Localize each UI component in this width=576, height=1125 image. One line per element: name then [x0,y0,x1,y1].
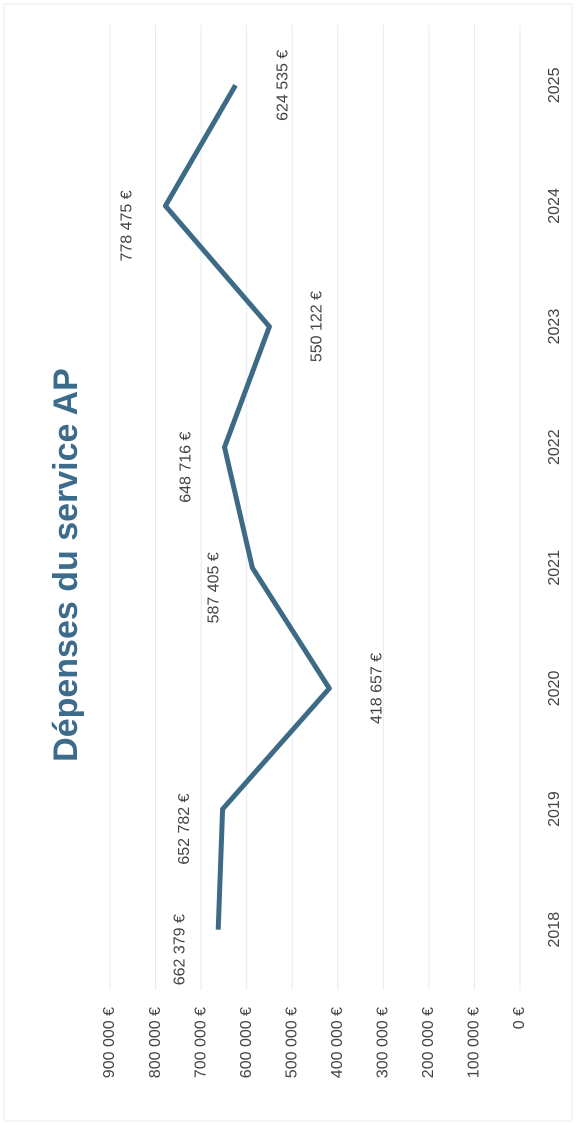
frame [3,3,573,1122]
y-tick-label: 400 000 € [329,1007,346,1078]
y-tick-label: 500 000 € [283,1007,300,1078]
x-tick-label: 2019 [546,791,563,827]
y-tick-label: 0 € [511,1007,528,1029]
data-label: 648 716 € [178,432,195,503]
x-tick-label: 2021 [546,550,563,586]
rotated-chart: Dépenses du service AP 0 € 100 000 € 200 0… [47,25,563,1078]
x-tick-label: 2023 [546,309,563,345]
y-tick-label: 800 000 € [147,1007,164,1078]
x-tick-label: 2018 [546,912,563,948]
data-label: 778 475 € [119,190,136,261]
data-label: 587 405 € [206,552,223,623]
x-tick-label: 2024 [546,188,563,224]
data-label: 418 657 € [368,653,385,724]
data-label: 550 122 € [309,291,326,362]
chart-title: Dépenses du service AP [47,368,85,762]
data-label: 624 535 € [275,50,292,121]
x-tick-label: 2025 [546,67,563,103]
y-tick-label: 700 000 € [192,1007,209,1078]
x-tick-label: 2020 [546,671,563,707]
y-tick-label: 100 000 € [466,1007,483,1078]
y-tick-label: 300 000 € [375,1007,392,1078]
line [162,84,332,930]
y-tick-label: 600 000 € [238,1007,255,1078]
y-tick-label: 200 000 € [420,1007,437,1078]
y-tick-label: 900 000 € [101,1007,118,1078]
data-label: 662 379 € [171,914,188,985]
x-tick-label: 2022 [546,429,563,465]
data-label: 652 782 € [176,793,193,864]
